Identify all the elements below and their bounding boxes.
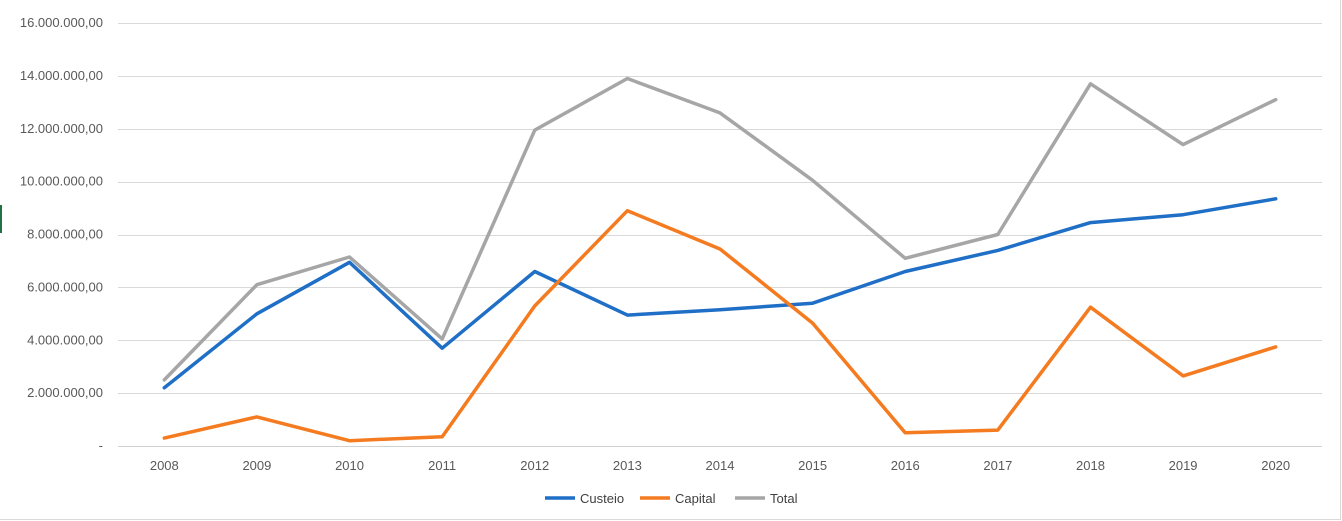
x-tick-label: 2018 [1076,458,1105,473]
series-line-custeio [162,197,1278,390]
x-tick-label: 2020 [1261,458,1290,473]
y-tick-label: 14.000.000,00 [20,68,103,83]
legend-label: Capital [675,491,716,506]
x-tick-label: 2014 [706,458,735,473]
legend-label: Total [770,491,798,506]
x-tick-label: 2013 [613,458,642,473]
gridlines [118,23,1322,447]
y-tick-label: 12.000.000,00 [20,121,103,136]
x-tick-label: 2008 [150,458,179,473]
y-tick-label: 10.000.000,00 [20,174,103,189]
window-edge-marker [0,205,2,233]
x-tick-label: 2012 [520,458,549,473]
x-tick-label: 2010 [335,458,364,473]
legend-item-custeio: Custeio [545,491,624,506]
x-tick-label: 2019 [1169,458,1198,473]
y-tick-label: 8.000.000,00 [27,227,103,242]
series-lines [162,76,1278,443]
y-tick-label: 2.000.000,00 [27,385,103,400]
y-tick-label: 4.000.000,00 [27,332,103,347]
legend-item-total: Total [735,491,798,506]
x-axis-tick-labels: 2008 2009 2010 2011 2012 2013 2014 2015 2016 2017… [150,458,1290,473]
y-tick-label: - [99,438,103,453]
x-tick-label: 2016 [891,458,920,473]
series-line-capital [162,208,1278,443]
y-axis-tick-labels: - 2.000.000,00 4.000.000,00 6.000.000,00 8.0… [20,15,103,453]
x-tick-label: 2017 [983,458,1012,473]
legend-label: Custeio [580,491,624,506]
legend-item-capital: Capital [640,491,716,506]
series-line-total [162,76,1278,382]
legend: Custeio Capital Total [545,491,798,506]
y-tick-label: 6.000.000,00 [27,279,103,294]
y-tick-label: 16.000.000,00 [20,15,103,30]
x-tick-label: 2015 [798,458,827,473]
x-tick-label: 2009 [242,458,271,473]
x-tick-label: 2011 [428,458,456,473]
